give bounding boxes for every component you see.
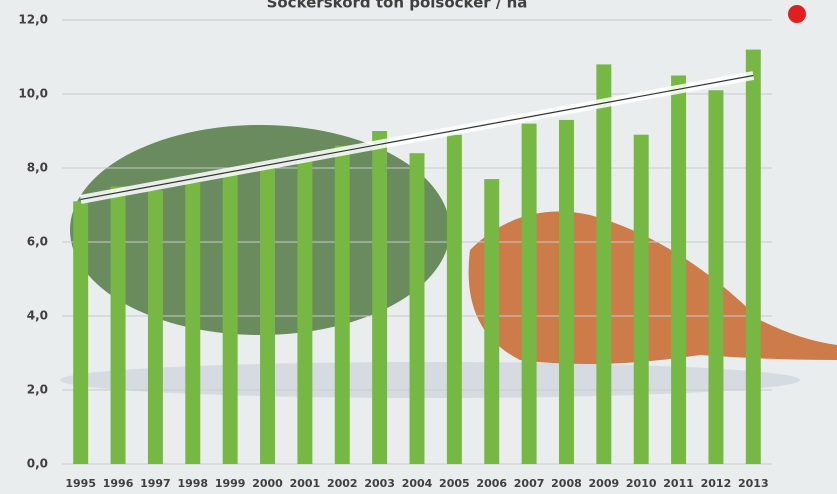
bar	[559, 119, 574, 465]
x-tick-label: 1997	[140, 477, 171, 490]
bar	[633, 134, 649, 464]
x-tick-label: 1995	[65, 477, 96, 490]
bar	[372, 131, 388, 464]
bar	[222, 171, 238, 464]
x-tick-label: 2012	[701, 477, 732, 490]
x-tick-label: 2006	[476, 477, 507, 490]
bar	[446, 134, 462, 464]
bar	[745, 49, 761, 464]
y-tick-label: 4,0	[27, 309, 48, 323]
bar	[334, 145, 350, 465]
trendline	[80, 74, 754, 201]
bar	[671, 75, 687, 464]
bar	[297, 160, 313, 464]
shadow	[60, 362, 800, 398]
x-tick-label: 2005	[439, 477, 470, 490]
record-dot	[788, 5, 806, 23]
x-tick-label: 2013	[738, 477, 769, 490]
x-tick-label: 1996	[103, 477, 134, 490]
bar	[185, 182, 201, 465]
x-tick-label: 2003	[364, 477, 395, 490]
x-tick-label: 2001	[290, 477, 321, 490]
x-tick-label: 2010	[626, 477, 657, 490]
y-tick-label: 2,0	[27, 383, 48, 397]
x-tick-label: 2011	[663, 477, 694, 490]
bar	[484, 179, 500, 464]
bar	[147, 190, 163, 464]
leaves	[70, 125, 450, 335]
bar	[260, 164, 275, 465]
y-tick-label: 8,0	[27, 161, 48, 175]
y-tick-label: 12,0	[18, 13, 48, 27]
x-tick-label: 2002	[327, 477, 358, 490]
x-tick-label: 2008	[551, 477, 582, 490]
x-tick-label: 1999	[215, 477, 246, 490]
bar	[596, 64, 612, 465]
x-tick-label: 1998	[177, 477, 208, 490]
y-tick-label: 0,0	[27, 457, 48, 471]
x-tick-label: 2007	[514, 477, 545, 490]
chart-title: Sockerskörd ton polsocker / ha	[267, 0, 528, 12]
bar	[708, 90, 724, 465]
bar	[521, 123, 537, 464]
bar	[409, 153, 425, 464]
y-tick-label: 10,0	[18, 87, 48, 101]
bar	[110, 186, 126, 464]
x-tick-label: 2004	[402, 477, 433, 490]
y-tick-label: 6,0	[27, 235, 48, 249]
x-tick-label: 2000	[252, 477, 283, 490]
x-tick-label: 2009	[589, 477, 620, 490]
bar	[73, 201, 89, 465]
